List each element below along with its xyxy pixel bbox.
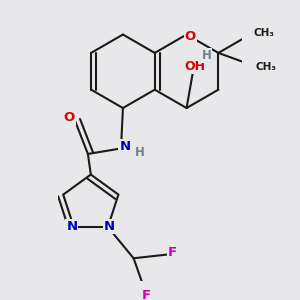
Text: N: N xyxy=(66,220,77,232)
Text: H: H xyxy=(134,146,144,159)
Text: O: O xyxy=(185,30,196,43)
Text: N: N xyxy=(104,220,116,232)
Text: OH: OH xyxy=(184,59,206,73)
Text: O: O xyxy=(64,112,75,124)
Text: N: N xyxy=(119,140,130,153)
Text: F: F xyxy=(142,289,151,300)
Text: CH₃: CH₃ xyxy=(256,62,277,72)
Text: CH₃: CH₃ xyxy=(253,28,274,38)
Text: H: H xyxy=(202,49,212,62)
Text: F: F xyxy=(168,246,177,259)
